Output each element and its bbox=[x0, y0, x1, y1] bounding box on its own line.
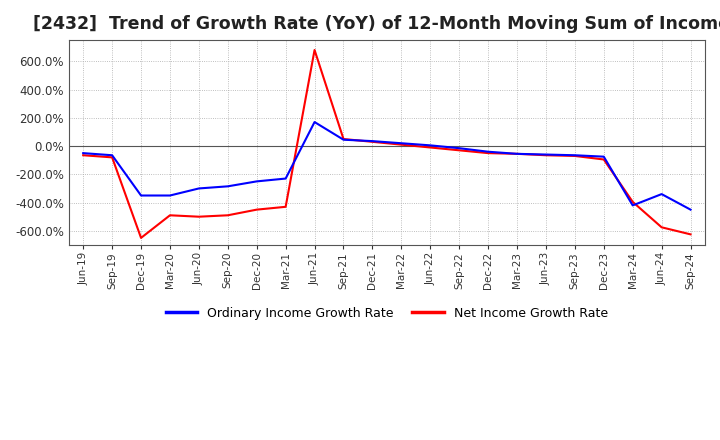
Ordinary Income Growth Rate bbox=[194, 186, 203, 191]
Ordinary Income Growth Rate bbox=[397, 141, 405, 146]
Ordinary Income Growth Rate bbox=[513, 151, 521, 157]
Net Income Growth Rate bbox=[484, 150, 492, 156]
Ordinary Income Growth Rate bbox=[657, 191, 666, 197]
Ordinary Income Growth Rate bbox=[368, 139, 377, 144]
Net Income Growth Rate bbox=[570, 153, 579, 158]
Ordinary Income Growth Rate bbox=[600, 154, 608, 159]
Net Income Growth Rate bbox=[108, 155, 117, 160]
Net Income Growth Rate bbox=[166, 213, 174, 218]
Net Income Growth Rate bbox=[686, 232, 695, 237]
Net Income Growth Rate bbox=[310, 48, 319, 53]
Net Income Growth Rate bbox=[79, 153, 88, 158]
Net Income Growth Rate bbox=[629, 199, 637, 205]
Legend: Ordinary Income Growth Rate, Net Income Growth Rate: Ordinary Income Growth Rate, Net Income … bbox=[161, 302, 613, 325]
Ordinary Income Growth Rate bbox=[223, 183, 232, 189]
Net Income Growth Rate bbox=[455, 148, 464, 153]
Net Income Growth Rate bbox=[282, 204, 290, 209]
Net Income Growth Rate bbox=[657, 225, 666, 230]
Ordinary Income Growth Rate bbox=[455, 146, 464, 151]
Ordinary Income Growth Rate bbox=[339, 137, 348, 143]
Net Income Growth Rate bbox=[339, 136, 348, 142]
Ordinary Income Growth Rate bbox=[426, 143, 435, 148]
Ordinary Income Growth Rate bbox=[629, 203, 637, 208]
Net Income Growth Rate bbox=[223, 213, 232, 218]
Ordinary Income Growth Rate bbox=[137, 193, 145, 198]
Net Income Growth Rate bbox=[513, 151, 521, 157]
Net Income Growth Rate bbox=[397, 142, 405, 147]
Net Income Growth Rate bbox=[541, 153, 550, 158]
Ordinary Income Growth Rate bbox=[79, 150, 88, 156]
Net Income Growth Rate bbox=[600, 157, 608, 162]
Ordinary Income Growth Rate bbox=[282, 176, 290, 181]
Ordinary Income Growth Rate bbox=[253, 179, 261, 184]
Ordinary Income Growth Rate bbox=[686, 207, 695, 212]
Net Income Growth Rate bbox=[253, 207, 261, 212]
Net Income Growth Rate bbox=[368, 139, 377, 144]
Net Income Growth Rate bbox=[194, 214, 203, 219]
Ordinary Income Growth Rate bbox=[570, 153, 579, 158]
Title: [2432]  Trend of Growth Rate (YoY) of 12-Month Moving Sum of Incomes: [2432] Trend of Growth Rate (YoY) of 12-… bbox=[33, 15, 720, 33]
Ordinary Income Growth Rate bbox=[541, 152, 550, 157]
Line: Ordinary Income Growth Rate: Ordinary Income Growth Rate bbox=[84, 122, 690, 209]
Ordinary Income Growth Rate bbox=[108, 153, 117, 158]
Net Income Growth Rate bbox=[426, 145, 435, 150]
Line: Net Income Growth Rate: Net Income Growth Rate bbox=[84, 50, 690, 238]
Ordinary Income Growth Rate bbox=[484, 149, 492, 154]
Net Income Growth Rate bbox=[137, 235, 145, 241]
Ordinary Income Growth Rate bbox=[166, 193, 174, 198]
Ordinary Income Growth Rate bbox=[310, 119, 319, 125]
